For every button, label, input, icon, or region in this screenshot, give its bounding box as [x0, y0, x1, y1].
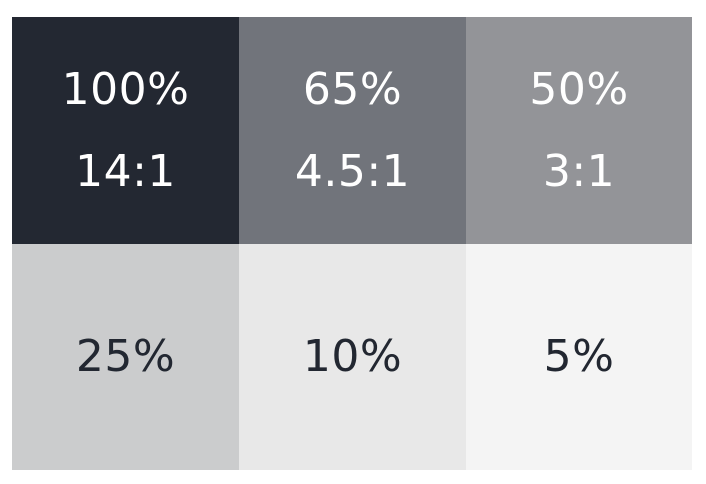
- swatch-50: 50% 3:1: [466, 17, 692, 244]
- swatch-contrast-ratio: 14:1: [75, 145, 176, 197]
- swatch-contrast-ratio: 3:1: [542, 145, 616, 197]
- swatch-65: 65% 4.5:1: [239, 17, 466, 244]
- swatch-100: 100% 14:1: [12, 17, 239, 244]
- swatch-percent: 65%: [302, 63, 403, 115]
- swatch-percent: 50%: [529, 63, 629, 115]
- swatch-percent: 5%: [543, 331, 615, 382]
- swatch-10: 10%: [239, 244, 466, 470]
- swatch-5: 5%: [466, 244, 692, 470]
- swatch-percent: 100%: [61, 63, 190, 115]
- swatch-percent: 25%: [75, 331, 176, 382]
- swatch-percent: 10%: [302, 331, 403, 382]
- swatch-contrast-ratio: 4.5:1: [294, 145, 411, 197]
- opacity-contrast-grid: 100% 14:1 65% 4.5:1 50% 3:1 25% 10% 5%: [12, 17, 692, 470]
- swatch-25: 25%: [12, 244, 239, 470]
